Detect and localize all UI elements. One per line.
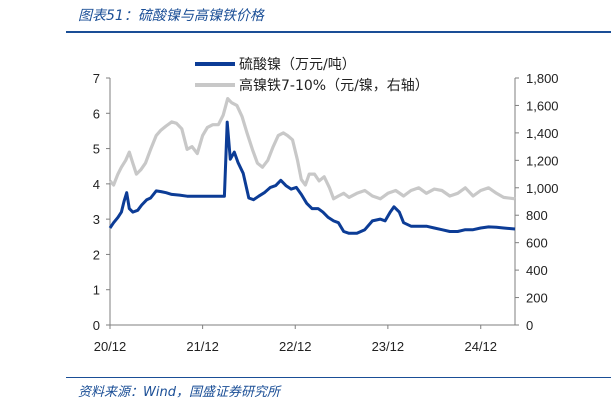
y-left-tick-label: 6 <box>93 106 100 121</box>
y-right-tick-label: 200 <box>526 291 548 306</box>
y-left-tick-label: 7 <box>93 71 100 86</box>
x-tick-label: 20/12 <box>94 339 127 354</box>
series-layer <box>108 97 516 235</box>
y-axis-right-ticks: 0 200 400 600 800 1,000 1,200 1,400 1,600 1,800 <box>515 71 559 333</box>
y-right-tick-label: 1,600 <box>526 98 559 113</box>
x-tick-label: 21/12 <box>186 339 219 354</box>
y-right-tick-label: 400 <box>526 263 548 278</box>
source-rule <box>66 377 611 378</box>
figure-title: 图表51：硫酸镍与高镍铁价格 <box>78 8 264 24</box>
y-right-tick-label: 1,800 <box>526 71 559 86</box>
y-left-tick-label: 0 <box>93 318 100 333</box>
y-right-tick-label: 600 <box>526 236 548 251</box>
x-tick-label: 22/12 <box>279 339 312 354</box>
legend-label-nickel-sulfate: 硫酸镍（万元/吨） <box>239 57 356 73</box>
x-axis-ticks: 20/12 21/12 22/12 23/12 24/12 <box>94 325 497 354</box>
line-chart: 0 1 2 3 4 5 6 7 0 200 400 600 800 1,000 1,200 1,400 1,6… <box>93 57 559 354</box>
y-left-tick-label: 3 <box>93 212 100 227</box>
y-left-tick-label: 1 <box>93 283 100 298</box>
series-line-nickel-sulfate <box>108 120 516 235</box>
x-tick-label: 24/12 <box>464 339 497 354</box>
y-right-tick-label: 1,000 <box>526 181 559 196</box>
y-left-tick-label: 2 <box>93 247 100 262</box>
y-left-tick-label: 4 <box>93 177 100 192</box>
legend: 硫酸镍（万元/吨） 高镍铁7-10%（元/镍，右轴） <box>195 57 429 94</box>
y-right-tick-label: 0 <box>526 318 533 333</box>
plot-area: 0 1 2 3 4 5 6 7 0 200 400 600 800 1,000 1,200 1,400 1,6… <box>93 71 559 354</box>
y-right-tick-label: 800 <box>526 208 548 223</box>
y-right-tick-label: 1,400 <box>526 126 559 141</box>
y-axis-left-ticks: 0 1 2 3 4 5 6 7 <box>93 71 110 333</box>
legend-label-high-nickel-iron: 高镍铁7-10%（元/镍，右轴） <box>239 77 429 94</box>
y-right-tick-label: 1,200 <box>526 153 559 168</box>
x-tick-label: 23/12 <box>372 339 405 354</box>
title-rule <box>66 31 611 33</box>
y-left-tick-label: 5 <box>93 142 100 157</box>
source-note: 资料来源：Wind，国盛证券研究所 <box>78 385 280 400</box>
series-line-high-nickel-iron <box>108 97 516 201</box>
